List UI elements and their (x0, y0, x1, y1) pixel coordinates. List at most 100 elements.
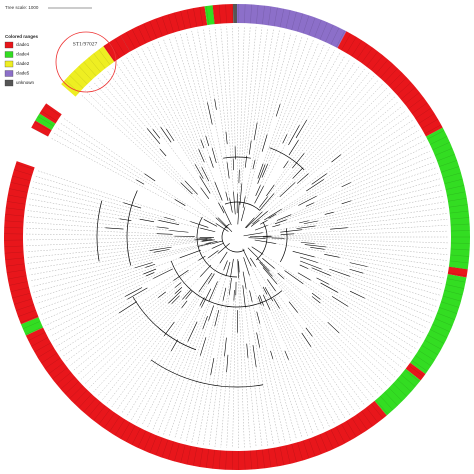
leaf-tick (256, 450, 259, 470)
branch (168, 290, 182, 304)
branch (226, 354, 229, 373)
leaf-branch (163, 39, 201, 140)
leaf-branch (97, 299, 183, 396)
branch (237, 202, 240, 225)
leaf-branch (246, 27, 263, 157)
leaf-branch (141, 48, 202, 168)
branch (284, 270, 304, 284)
leaf-tick (392, 383, 407, 397)
branch (200, 187, 210, 200)
leaf-tick (330, 429, 340, 447)
branch (182, 289, 191, 300)
branch (160, 127, 172, 143)
leaf-branch (273, 65, 360, 186)
branch (219, 251, 228, 264)
branch (316, 277, 329, 285)
leaf-tick (411, 360, 428, 372)
branch (267, 279, 276, 292)
leaf-tick (396, 82, 412, 95)
leaf-branch (245, 288, 274, 445)
branch (239, 183, 243, 205)
leaf-tick (432, 142, 450, 151)
branch (311, 296, 321, 304)
leaf-tick (186, 9, 192, 29)
leaf-tick (408, 97, 424, 109)
clade-arc (269, 147, 305, 171)
phylogenetic-tree (26, 26, 448, 448)
leaf-branch (262, 201, 446, 233)
clade-segment (35, 113, 56, 130)
legend: clade1 clade4 clade2 clade5 unknown (4, 41, 35, 87)
branch (233, 191, 236, 215)
leaf-branch (247, 357, 257, 448)
branch (274, 219, 287, 225)
leaf-branch (260, 304, 308, 436)
leaf-tick (161, 16, 169, 35)
leaf-branch (299, 52, 341, 126)
branch (288, 140, 299, 156)
leaf-branch (281, 125, 417, 210)
leaf-branch (263, 305, 314, 434)
branch (240, 207, 246, 222)
leaf-tick (351, 40, 362, 57)
leaf-branch (317, 195, 445, 222)
branch (301, 332, 312, 347)
leaf-tick (44, 105, 61, 117)
leaf-branch (102, 298, 186, 400)
leaf-tick (429, 329, 448, 338)
leaf-tick (388, 387, 403, 402)
leaf-branch (269, 270, 383, 390)
leaf-tick (336, 30, 346, 48)
branch (266, 184, 275, 197)
leaf-tick (13, 298, 33, 305)
leaf-branch (267, 42, 319, 165)
leaf-tick (450, 242, 470, 244)
leaf-tick (444, 178, 463, 184)
branch (164, 216, 176, 221)
leaf-branch (174, 35, 206, 137)
clade-segment (447, 266, 468, 278)
branch (249, 290, 253, 302)
leaf-tick (186, 445, 192, 465)
clade-segment (25, 327, 387, 470)
leaf-branch (197, 374, 211, 445)
leaf-branch (294, 225, 448, 235)
leaf-tick (380, 63, 393, 79)
branch (174, 287, 183, 294)
leaf-tick (285, 445, 291, 464)
branch (237, 259, 239, 279)
leaf-tick (98, 409, 111, 425)
leaf-branch (275, 243, 446, 273)
leaf-branch (351, 173, 439, 201)
leaf-branch (347, 219, 448, 228)
branch (123, 202, 142, 209)
leaf-branch (263, 49, 335, 187)
branch (180, 182, 193, 195)
branch (211, 148, 217, 163)
leaf-branch (185, 325, 215, 442)
leaf-tick (427, 334, 445, 344)
branch (214, 99, 217, 110)
leaf-branch (347, 306, 417, 349)
leaf-branch (146, 341, 189, 429)
branch (225, 131, 228, 145)
leaf-branch (131, 54, 196, 165)
branch (226, 162, 230, 179)
branch (153, 268, 173, 279)
branch (296, 225, 316, 229)
branch (310, 247, 325, 250)
leaf-branch (340, 105, 403, 155)
leaf-branch (214, 356, 225, 447)
leaf-tick (447, 272, 467, 276)
leaf-branch (251, 301, 286, 443)
branch (280, 233, 295, 235)
branch (311, 292, 321, 300)
leaf-branch (350, 145, 428, 183)
leaf-tick (10, 182, 30, 187)
leaf-tick (408, 365, 424, 377)
branch (198, 255, 206, 261)
leaf-branch (272, 358, 297, 440)
leaf-branch (106, 70, 154, 130)
leaf-tick (15, 163, 34, 170)
leaf-tick (380, 395, 393, 411)
